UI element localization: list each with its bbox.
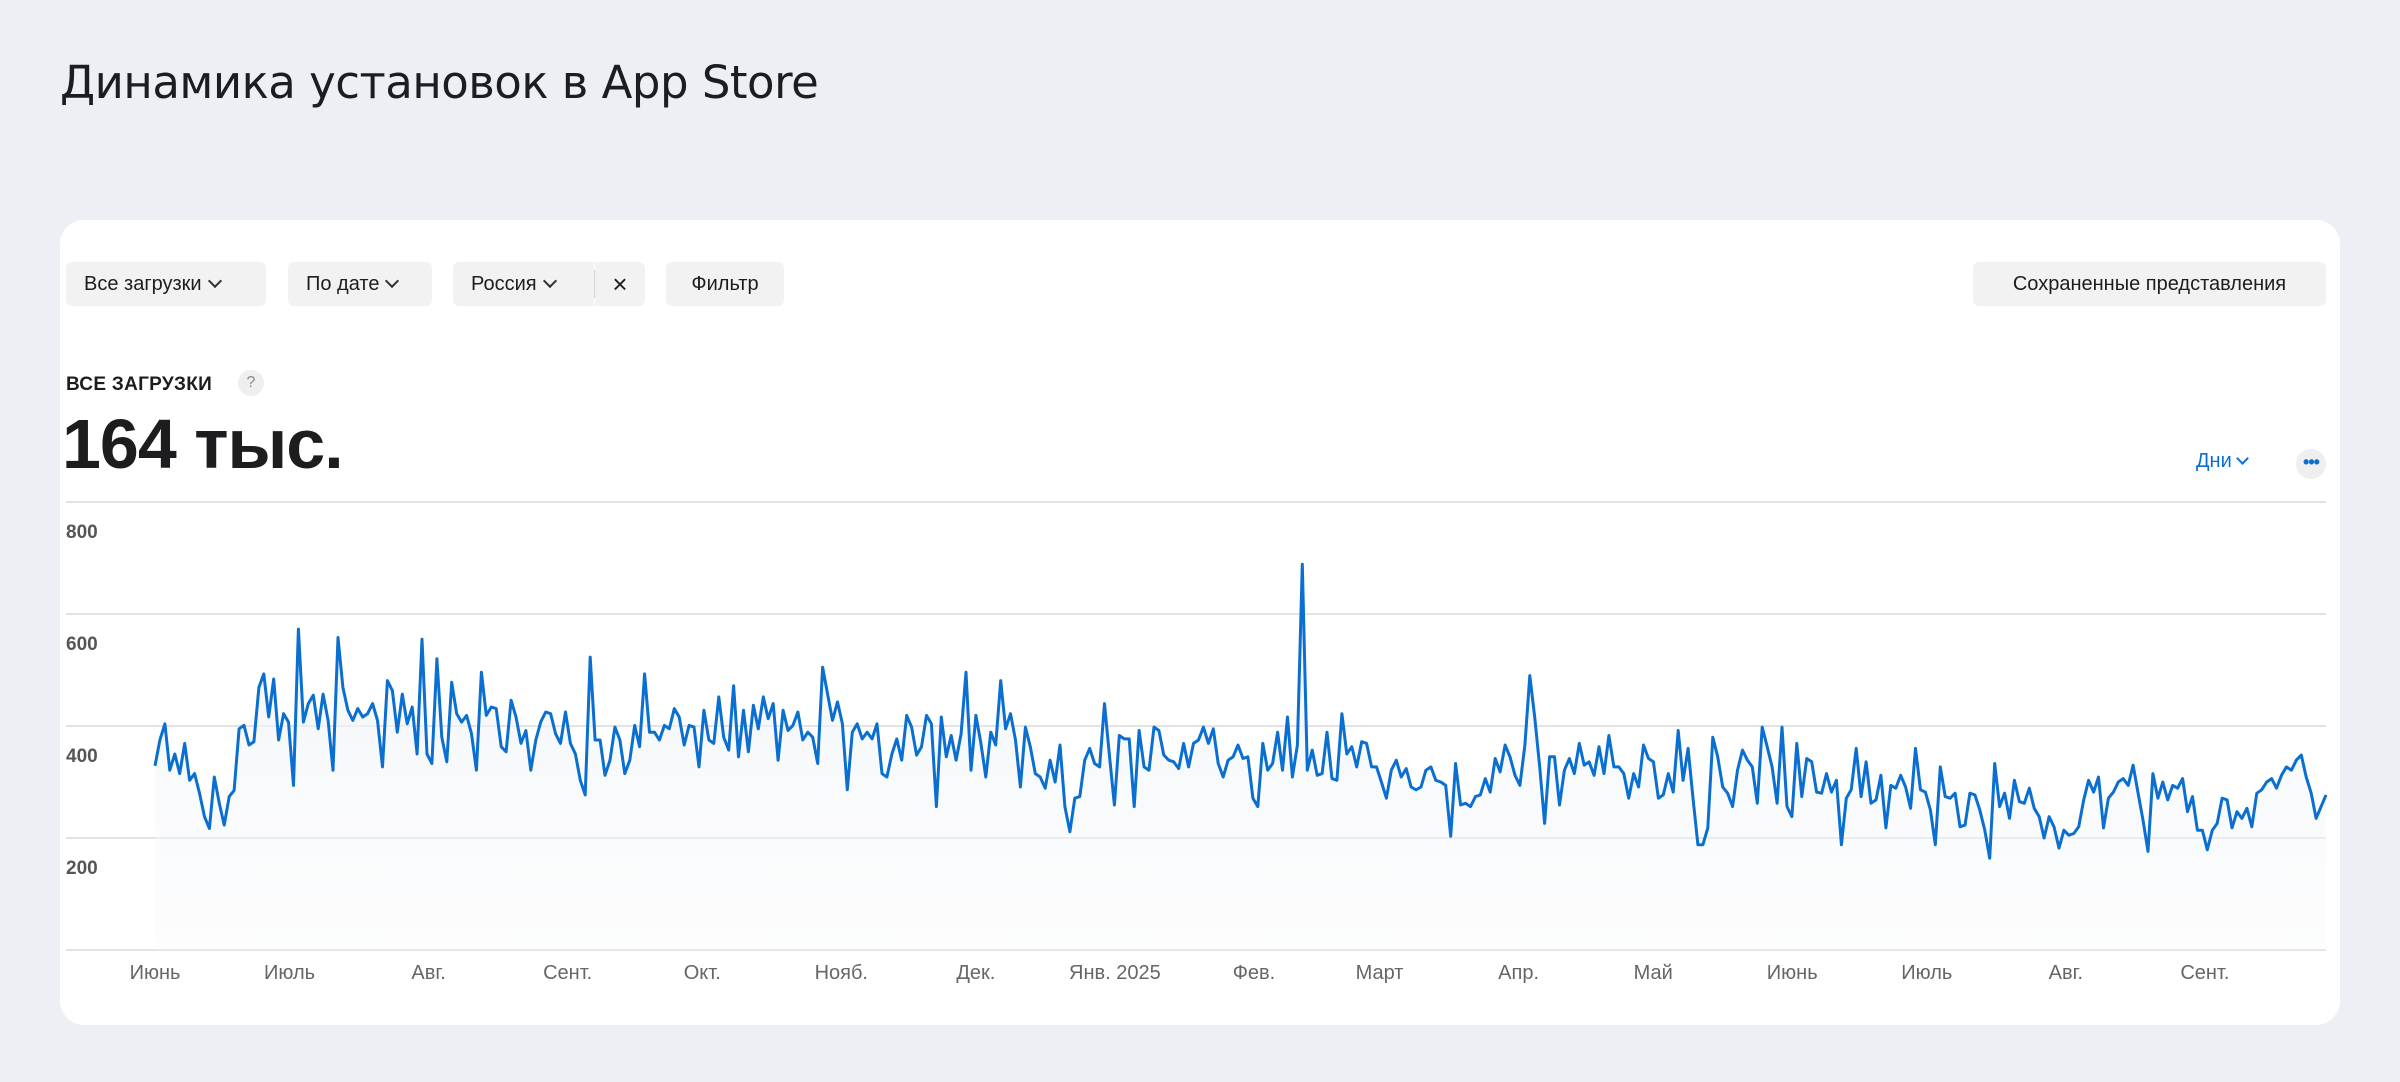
x-tick-label: Июль: [264, 962, 315, 984]
y-tick-label: 200: [66, 858, 98, 879]
by-date-label: По дате: [306, 273, 380, 295]
filter-button[interactable]: Фильтр: [666, 262, 784, 306]
x-tick-label: Сент.: [2180, 962, 2229, 984]
x-tick-label: Апр.: [1498, 962, 1539, 984]
x-tick-label: Март: [1356, 962, 1404, 984]
x-tick-label: Июнь: [1767, 962, 1818, 984]
y-tick-label: 800: [66, 522, 98, 543]
country-label: Россия: [471, 273, 537, 295]
all-downloads-dropdown[interactable]: Все загрузки: [66, 262, 266, 306]
metric-value: 164 тыс.: [62, 405, 344, 483]
close-icon: ×: [612, 269, 628, 299]
series-line: [153, 562, 2328, 860]
help-icon[interactable]: ?: [238, 370, 264, 396]
divider: [594, 270, 595, 298]
x-tick-label: Авг.: [411, 962, 445, 984]
by-date-dropdown[interactable]: По дате: [288, 262, 432, 306]
granularity-label: Дни: [2196, 450, 2232, 472]
x-tick-label: Сент.: [543, 962, 592, 984]
x-tick-label: Дек.: [956, 962, 995, 984]
page-title: Динамика установок в App Store: [60, 56, 819, 109]
all-downloads-label: Все загрузки: [84, 273, 202, 295]
y-tick-label: 400: [66, 746, 98, 767]
x-tick-label: Авг.: [2049, 962, 2083, 984]
x-tick-label: Июнь: [130, 962, 181, 984]
x-tick-label: Нояб.: [815, 962, 868, 984]
clear-country-button[interactable]: ×: [595, 262, 645, 306]
x-tick-label: Окт.: [684, 962, 721, 984]
x-tick-label: Янв. 2025: [1069, 962, 1161, 984]
x-tick-label: Июль: [1901, 962, 1952, 984]
more-options-button[interactable]: •••: [2296, 449, 2326, 479]
metric-label: ВСЕ ЗАГРУЗКИ: [66, 374, 213, 395]
x-tick-label: Май: [1634, 962, 1673, 984]
chart-area-fill: [155, 564, 2326, 950]
x-tick-label: Фев.: [1233, 962, 1276, 984]
country-dropdown[interactable]: Россия: [453, 262, 594, 306]
granularity-dropdown[interactable]: Дни: [2196, 450, 2249, 473]
saved-views-button[interactable]: Сохраненные представления: [1973, 262, 2326, 306]
y-tick-label: 600: [66, 634, 98, 655]
